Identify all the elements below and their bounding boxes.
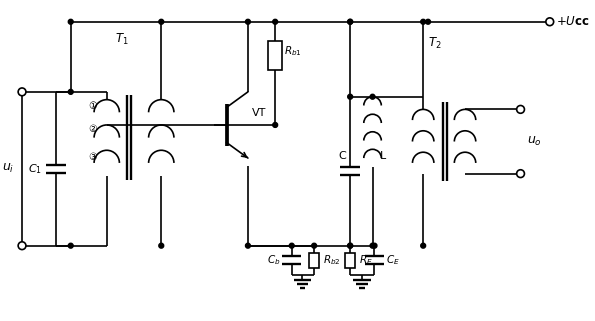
Text: $T_1$: $T_1$	[114, 32, 128, 47]
Text: $C_1$: $C_1$	[29, 162, 42, 176]
Text: C: C	[339, 151, 346, 161]
Circle shape	[347, 243, 353, 248]
Bar	[309, 253, 319, 268]
Text: $T_2$: $T_2$	[428, 36, 441, 51]
Circle shape	[312, 243, 317, 248]
Circle shape	[425, 19, 430, 24]
Circle shape	[347, 243, 353, 248]
Text: ③: ③	[89, 152, 98, 161]
Circle shape	[68, 243, 73, 248]
Circle shape	[347, 19, 353, 24]
Bar	[345, 253, 355, 268]
Circle shape	[246, 19, 250, 24]
Circle shape	[289, 243, 294, 248]
Circle shape	[18, 242, 26, 250]
Circle shape	[370, 243, 375, 248]
Text: $u_o$: $u_o$	[527, 135, 542, 148]
Circle shape	[421, 243, 425, 248]
Text: $R_{b1}$: $R_{b1}$	[284, 44, 302, 58]
Text: $u_i$: $u_i$	[2, 162, 14, 175]
Circle shape	[273, 19, 278, 24]
Text: VT: VT	[252, 108, 266, 118]
Circle shape	[159, 19, 164, 24]
Text: L: L	[380, 151, 387, 161]
Circle shape	[159, 243, 164, 248]
Circle shape	[546, 18, 554, 26]
Circle shape	[68, 90, 73, 94]
Text: $R_E$: $R_E$	[359, 253, 372, 267]
Circle shape	[18, 88, 26, 96]
Circle shape	[347, 94, 353, 99]
Circle shape	[273, 123, 278, 127]
Text: ①: ①	[89, 101, 98, 111]
Text: $R_{b2}$: $R_{b2}$	[323, 253, 340, 267]
Circle shape	[246, 243, 250, 248]
Circle shape	[68, 19, 73, 24]
Circle shape	[516, 170, 524, 178]
Text: $C_E$: $C_E$	[386, 253, 400, 267]
Circle shape	[370, 94, 375, 99]
Circle shape	[516, 106, 524, 113]
Bar	[268, 41, 282, 70]
Circle shape	[372, 243, 377, 248]
Text: $+U$cc: $+U$cc	[556, 15, 589, 28]
Circle shape	[421, 19, 425, 24]
Text: ②: ②	[89, 124, 98, 134]
Circle shape	[347, 19, 353, 24]
Text: $C_b$: $C_b$	[267, 253, 280, 267]
